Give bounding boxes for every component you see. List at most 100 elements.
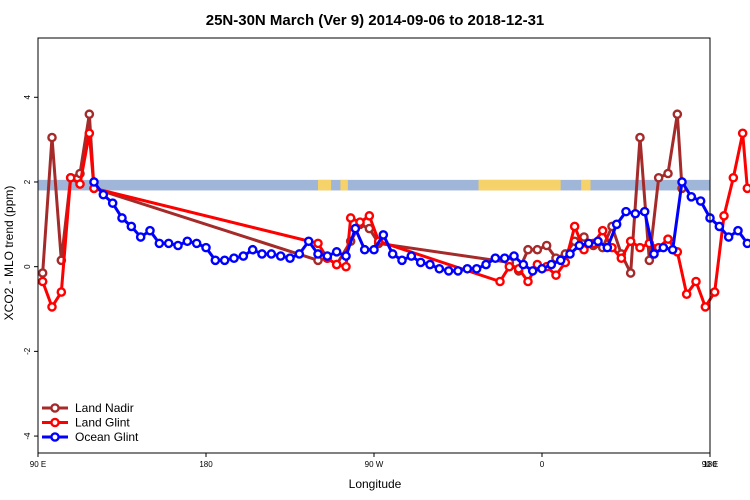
data-point-land-glint xyxy=(65,172,76,183)
data-point-ocean-glint xyxy=(173,240,183,251)
data-point-ocean-glint xyxy=(443,266,454,276)
data-point-land-glint xyxy=(37,276,48,287)
data-point-land-glint xyxy=(635,242,645,253)
data-point-land-glint xyxy=(700,302,711,312)
data-point-ocean-glint xyxy=(499,253,510,264)
data-point-ocean-glint xyxy=(583,238,594,249)
data-point-land-glint xyxy=(313,238,323,249)
data-point-land-glint xyxy=(341,261,351,272)
land-band-span xyxy=(581,179,591,191)
data-point-ocean-glint xyxy=(574,240,585,251)
data-point-land-nadir xyxy=(84,109,95,120)
data-point-land-glint xyxy=(355,217,365,228)
data-point-land-glint xyxy=(737,128,748,139)
data-point-ocean-glint xyxy=(658,242,669,253)
data-point-ocean-glint xyxy=(686,192,697,202)
data-point-ocean-glint xyxy=(145,225,155,236)
x-tick-label: 0 xyxy=(540,460,545,469)
data-point-land-nadir xyxy=(523,244,533,255)
data-point-ocean-glint xyxy=(219,255,230,266)
data-point-ocean-glint xyxy=(695,196,706,206)
data-point-land-nadir xyxy=(532,244,543,255)
y-tick-label: 4 xyxy=(23,95,32,100)
legend-swatch-marker xyxy=(50,432,60,442)
y-tick-label: 2 xyxy=(23,179,32,184)
data-point-land-nadir xyxy=(37,268,48,278)
data-point-ocean-glint xyxy=(714,221,725,232)
data-point-ocean-glint xyxy=(369,244,379,255)
land-band-span xyxy=(340,179,348,191)
x-tick-label: 90 E xyxy=(702,460,718,469)
data-point-land-glint xyxy=(709,287,720,297)
data-point-land-nadir xyxy=(47,132,57,143)
data-point-land-glint xyxy=(728,172,739,183)
data-point-ocean-glint xyxy=(649,249,659,259)
data-point-ocean-glint xyxy=(677,177,687,187)
legend-item-land-glint: Land Glint xyxy=(42,416,130,430)
data-point-ocean-glint xyxy=(723,232,734,242)
data-point-land-glint xyxy=(47,302,57,312)
data-point-ocean-glint xyxy=(257,249,267,259)
data-point-ocean-glint xyxy=(294,249,305,259)
data-point-ocean-glint xyxy=(555,255,566,266)
data-point-land-glint xyxy=(551,270,561,280)
data-point-ocean-glint xyxy=(341,251,351,261)
data-point-ocean-glint xyxy=(359,244,370,255)
data-point-ocean-glint xyxy=(593,236,603,247)
y-tick-label: 0 xyxy=(23,264,32,269)
data-point-land-glint xyxy=(663,234,673,244)
data-point-land-nadir xyxy=(625,268,636,278)
data-point-ocean-glint xyxy=(182,236,193,247)
data-point-ocean-glint xyxy=(322,251,333,261)
data-point-ocean-glint xyxy=(117,213,127,223)
data-point-land-nadir xyxy=(672,109,683,120)
data-point-ocean-glint xyxy=(733,225,743,236)
y-tick-label: -2 xyxy=(23,347,32,355)
x-tick-label: 90 E xyxy=(30,460,46,469)
data-point-ocean-glint xyxy=(350,223,361,234)
chart-title: 25N-30N March (Ver 9) 2014-09-06 to 2018… xyxy=(206,12,545,29)
data-point-land-nadir xyxy=(635,132,645,143)
data-point-ocean-glint xyxy=(191,238,202,249)
y-tick-label: -4 xyxy=(23,432,32,440)
data-point-ocean-glint xyxy=(303,236,314,247)
legend-label: Land Nadir xyxy=(75,401,134,415)
data-point-land-glint xyxy=(56,287,67,297)
land-band-span xyxy=(318,179,332,191)
data-point-ocean-glint xyxy=(518,259,529,270)
data-point-ocean-glint xyxy=(89,177,99,187)
data-point-ocean-glint xyxy=(378,230,389,240)
x-tick-label: 180 xyxy=(199,460,213,469)
data-point-ocean-glint xyxy=(406,251,417,261)
data-point-ocean-glint xyxy=(527,266,538,276)
data-point-land-glint xyxy=(84,128,95,139)
data-point-ocean-glint xyxy=(285,253,295,264)
data-point-ocean-glint xyxy=(667,244,678,255)
data-point-ocean-glint xyxy=(313,249,323,259)
data-point-land-nadir xyxy=(663,168,673,179)
data-point-ocean-glint xyxy=(415,257,426,268)
legend-label: Ocean Glint xyxy=(75,430,139,444)
data-point-ocean-glint xyxy=(98,189,109,200)
series-layer xyxy=(37,109,750,312)
data-point-ocean-glint xyxy=(602,242,613,253)
ocean-band xyxy=(38,179,710,191)
series-land-glint xyxy=(37,128,750,312)
data-point-land-glint xyxy=(504,261,515,272)
data-point-ocean-glint xyxy=(210,255,221,266)
data-point-ocean-glint xyxy=(266,249,277,259)
data-point-ocean-glint xyxy=(630,208,641,219)
data-point-land-glint xyxy=(742,183,750,194)
data-point-ocean-glint xyxy=(471,263,482,274)
data-point-land-glint xyxy=(616,253,627,264)
data-point-land-nadir xyxy=(541,240,552,251)
legend-swatch-marker xyxy=(50,417,60,428)
data-point-land-glint xyxy=(691,276,701,287)
legend-label: Land Glint xyxy=(75,416,130,430)
plot-band-layer xyxy=(38,179,710,191)
data-point-land-glint xyxy=(719,211,729,221)
x-tick-label: 90 W xyxy=(365,460,384,469)
